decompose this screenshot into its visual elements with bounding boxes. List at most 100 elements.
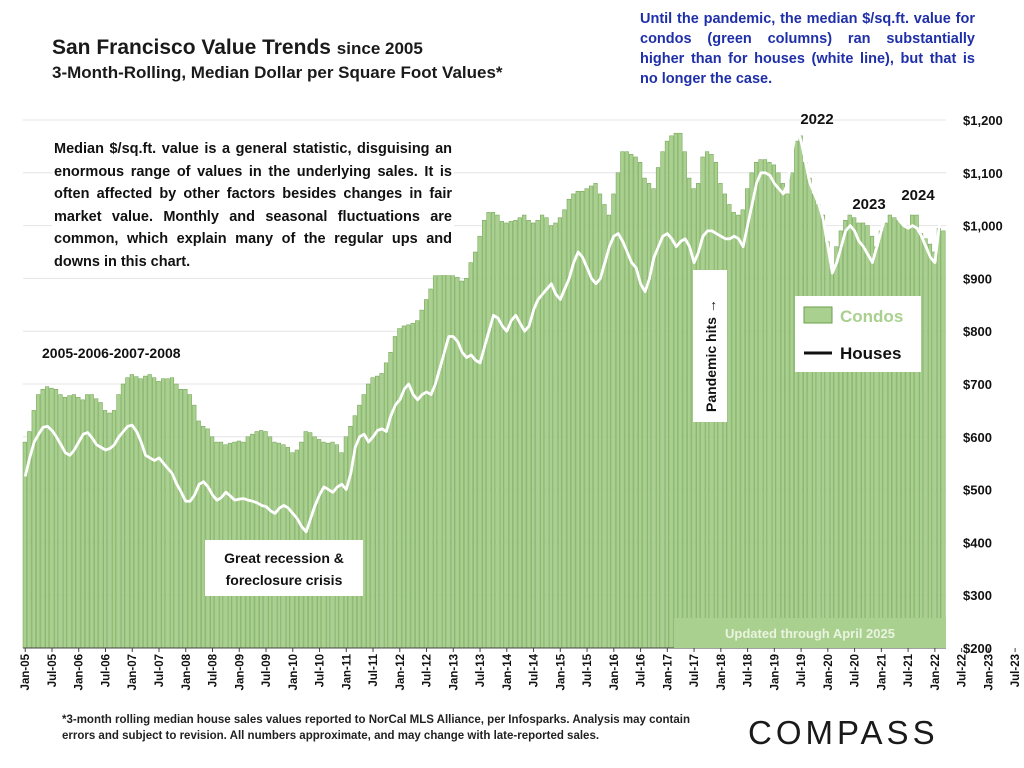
condo-bar — [923, 238, 928, 649]
condo-bar — [789, 172, 794, 649]
condo-bar — [673, 132, 678, 649]
condo-bar — [914, 214, 919, 649]
condo-bar — [624, 151, 629, 649]
x-tick-label: Jan-12 — [395, 654, 407, 690]
condo-bar — [932, 251, 937, 649]
condo-bar — [776, 172, 781, 649]
condo-bar — [798, 135, 803, 649]
top-right-note: Until the pandemic, the median $/sq.ft. … — [640, 11, 975, 87]
condo-bar — [58, 394, 63, 649]
x-tick-label: Jul-07 — [154, 654, 166, 687]
condo-bar — [165, 378, 170, 649]
condo-bar — [348, 425, 353, 649]
condo-bar — [736, 214, 741, 649]
condo-bar — [392, 336, 397, 649]
x-tick-label: Jan-14 — [502, 653, 514, 690]
condo-bar — [901, 225, 906, 649]
chart-subtitle: 3-Month-Rolling, Median Dollar per Squar… — [52, 63, 503, 82]
condo-bar — [366, 383, 371, 649]
condo-bar — [878, 230, 884, 649]
condo-bar — [575, 191, 580, 649]
condo-bar — [562, 209, 567, 649]
x-tick-label: Jan-11 — [341, 653, 353, 689]
condo-bar — [758, 159, 763, 649]
annotation-pandemic: Pandemic hits → — [703, 299, 719, 412]
condo-bar — [566, 198, 571, 649]
y-tick-label: $800 — [963, 324, 992, 339]
condo-bar — [843, 220, 848, 649]
condo-bar — [464, 278, 469, 649]
condo-bar — [620, 151, 625, 649]
x-tick-label: Jan-18 — [716, 653, 728, 690]
condo-bar — [593, 183, 598, 649]
condo-bar — [642, 177, 647, 649]
condo-bar — [138, 378, 143, 649]
x-tick-label: Jul-23 — [1010, 654, 1022, 687]
updated-box — [674, 618, 946, 648]
x-tick-label: Jan-13 — [448, 654, 460, 690]
legend-condos-swatch — [803, 306, 833, 324]
condo-bar — [388, 352, 393, 649]
condo-bar — [156, 381, 161, 649]
condo-bar — [424, 299, 429, 649]
condo-bar — [664, 140, 670, 649]
condo-bar — [397, 328, 402, 649]
x-tick-label: Jul-10 — [315, 654, 327, 687]
y-tick-label: $200 — [963, 641, 992, 656]
condo-bar — [415, 320, 420, 649]
legend-condos-label: Condos — [840, 307, 903, 326]
condo-bar — [749, 172, 754, 649]
condo-bar — [803, 161, 808, 649]
condo-bar — [740, 209, 745, 649]
condo-bar — [647, 183, 652, 649]
condo-bar — [147, 374, 152, 649]
x-tick-label: Jul-12 — [422, 654, 434, 687]
condo-bar — [517, 217, 522, 649]
x-tick-label: Jan-21 — [876, 653, 888, 690]
condo-bar — [638, 161, 643, 649]
condo-bar — [669, 135, 674, 649]
condo-bar — [611, 193, 616, 649]
condo-bar — [615, 172, 620, 649]
condo-bar — [116, 394, 121, 649]
condo-bar — [762, 159, 768, 649]
condo-bar — [174, 383, 179, 649]
condo-bar — [437, 272, 442, 649]
y-axis-ticks: $200 $300 $400 $500 $600 $700 $800 $900 $1,000 $1… — [963, 113, 1003, 656]
condo-bar — [771, 164, 777, 649]
condo-bar — [134, 376, 139, 649]
condo-bar — [767, 161, 772, 649]
y-tick-label: $900 — [963, 271, 992, 286]
condo-bar — [856, 222, 861, 649]
x-tick-label: Jan-15 — [555, 653, 567, 690]
condo-bar — [807, 177, 812, 649]
condo-bar — [896, 220, 901, 649]
x-tick-label: Jan-19 — [769, 654, 781, 690]
condo-bar — [678, 132, 683, 649]
condo-bar — [410, 323, 415, 649]
x-tick-label: Jan-23 — [983, 654, 995, 690]
x-tick-label: Jan-07 — [127, 654, 139, 690]
title-block: San Francisco Value Trends since 2005 3-… — [52, 36, 612, 83]
condo-bar — [53, 389, 59, 649]
condo-bar — [838, 230, 843, 649]
condo-bar — [89, 394, 94, 649]
condo-bar — [780, 183, 785, 649]
y-tick-label: $400 — [963, 535, 992, 550]
condo-bar — [544, 217, 549, 649]
condo-bar — [531, 222, 536, 649]
condo-bar — [446, 273, 451, 649]
x-tick-label: Jan-16 — [609, 654, 621, 690]
x-tick-label: Jul-19 — [796, 654, 808, 687]
condo-bar — [811, 193, 817, 649]
x-tick-label: Jul-22 — [957, 654, 969, 687]
description-note: Median $/sq.ft. value is a general stati… — [52, 136, 454, 275]
x-tick-label: Jul-11 — [368, 653, 380, 686]
x-tick-label: Jul-17 — [689, 654, 701, 687]
x-tick-label: Jan-10 — [288, 654, 300, 690]
condo-bar — [941, 230, 946, 649]
condo-bar — [98, 402, 103, 649]
y-tick-label: $300 — [963, 588, 992, 603]
condo-bar — [682, 151, 687, 649]
recession-box — [205, 540, 363, 596]
